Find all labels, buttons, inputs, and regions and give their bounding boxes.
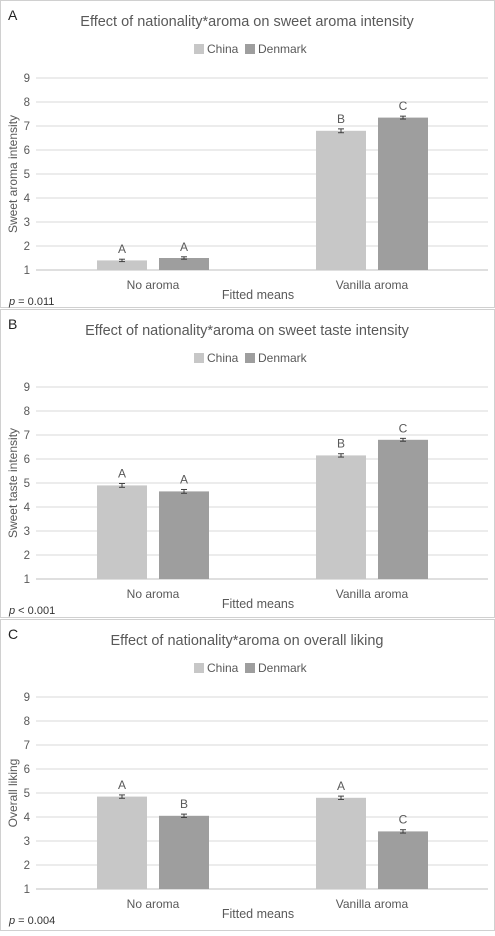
p-value: p < 0.001 [8, 605, 55, 617]
p-value: p = 0.011 [8, 296, 54, 308]
p-value-symbol: p [8, 605, 15, 617]
x-axis-label: Fitted means [222, 597, 294, 611]
y-tick-label: 4 [24, 193, 31, 205]
legend-swatch-china [194, 663, 204, 673]
y-tick-label: 4 [24, 812, 31, 824]
legend-label-china: China [207, 42, 239, 56]
legend-swatch-china [194, 44, 204, 54]
x-category-label: No aroma [127, 278, 180, 292]
bar-china-vanilla-aroma [316, 130, 366, 270]
y-tick-label: 2 [24, 241, 30, 253]
significance-letter: C [399, 421, 408, 435]
significance-letter: B [180, 797, 188, 811]
y-tick-label: 8 [24, 97, 30, 109]
panel-label: A [8, 7, 18, 23]
bar-china-vanilla-aroma [316, 455, 366, 579]
significance-letter: A [337, 779, 345, 793]
p-value: p = 0.004 [8, 915, 55, 927]
y-tick-label: 3 [24, 836, 30, 848]
chart-title: Effect of nationality*aroma on overall l… [111, 633, 384, 649]
significance-letter: B [337, 437, 345, 451]
bar-denmark-no-aroma [159, 258, 209, 270]
bar-denmark-no-aroma [159, 491, 209, 579]
y-tick-label: 7 [24, 430, 30, 442]
y-tick-label: 5 [24, 169, 30, 181]
y-tick-label: 2 [24, 860, 30, 872]
bar-china-no-aroma [97, 796, 147, 889]
bar-china-no-aroma [97, 260, 147, 270]
bar-denmark-vanilla-aroma [378, 439, 428, 579]
significance-letter: A [180, 472, 188, 486]
p-value-number: < 0.001 [15, 605, 55, 617]
y-tick-label: 6 [24, 145, 30, 157]
significance-letter: B [337, 112, 345, 126]
y-tick-label: 6 [24, 764, 30, 776]
p-value-number: = 0.011 [15, 296, 54, 308]
x-category-label: Vanilla aroma [336, 587, 409, 601]
chart-title: Effect of nationality*aroma on sweet aro… [80, 14, 414, 30]
y-tick-label: 8 [24, 716, 30, 728]
x-category-label: No aroma [127, 587, 180, 601]
y-tick-label: 5 [24, 788, 30, 800]
bar-china-no-aroma [97, 485, 147, 579]
x-category-label: Vanilla aroma [336, 897, 409, 911]
y-tick-label: 7 [24, 121, 30, 133]
x-axis-label: Fitted means [222, 907, 294, 921]
legend-swatch-denmark [245, 663, 255, 673]
p-value-symbol: p [8, 915, 15, 927]
significance-letter: A [180, 240, 188, 254]
bar-denmark-no-aroma [159, 815, 209, 889]
legend-label-denmark: Denmark [258, 351, 308, 365]
y-tick-label: 3 [24, 526, 30, 538]
legend-swatch-denmark [245, 44, 255, 54]
y-tick-label: 1 [24, 574, 30, 586]
legend-swatch-denmark [245, 353, 255, 363]
y-tick-label: 9 [24, 382, 30, 394]
y-axis-label: Sweet taste intensity [6, 428, 20, 538]
panel-label: C [8, 626, 18, 642]
legend-label-china: China [207, 351, 239, 365]
y-tick-label: 9 [24, 692, 30, 704]
bar-denmark-vanilla-aroma [378, 831, 428, 889]
x-category-label: No aroma [127, 897, 180, 911]
legend-label-china: China [207, 661, 239, 675]
chart-panel-a: A Effect of nationality*aroma on sweet ar… [0, 0, 495, 308]
x-axis-label: Fitted means [222, 288, 294, 302]
y-axis-label: Overall liking [6, 759, 20, 828]
y-tick-label: 4 [24, 502, 31, 514]
bar-china-vanilla-aroma [316, 797, 366, 889]
significance-letter: A [118, 466, 126, 480]
bar-denmark-vanilla-aroma [378, 117, 428, 270]
y-tick-label: 6 [24, 454, 30, 466]
significance-letter: C [399, 99, 408, 113]
y-tick-label: 1 [24, 265, 30, 277]
x-category-label: Vanilla aroma [336, 278, 409, 292]
chart-panel-b: B Effect of nationality*aroma on sweet ta… [0, 309, 495, 618]
y-tick-label: 1 [24, 884, 30, 896]
y-tick-label: 5 [24, 478, 30, 490]
chart-panel-c: C Effect of nationality*aroma on overall … [0, 619, 495, 931]
significance-letter: C [399, 813, 408, 827]
significance-letter: A [118, 778, 126, 792]
y-tick-label: 3 [24, 217, 30, 229]
chart-title: Effect of nationality*aroma on sweet tas… [85, 323, 409, 339]
y-tick-label: 8 [24, 406, 30, 418]
legend-label-denmark: Denmark [258, 661, 308, 675]
p-value-symbol: p [8, 296, 15, 308]
y-tick-label: 7 [24, 740, 30, 752]
y-tick-label: 2 [24, 550, 30, 562]
y-axis-label: Sweet aroma intensity [6, 115, 20, 233]
legend-swatch-china [194, 353, 204, 363]
y-tick-label: 9 [24, 73, 30, 85]
significance-letter: A [118, 242, 126, 256]
legend-label-denmark: Denmark [258, 42, 308, 56]
p-value-number: = 0.004 [15, 915, 55, 927]
panel-label: B [8, 316, 17, 332]
